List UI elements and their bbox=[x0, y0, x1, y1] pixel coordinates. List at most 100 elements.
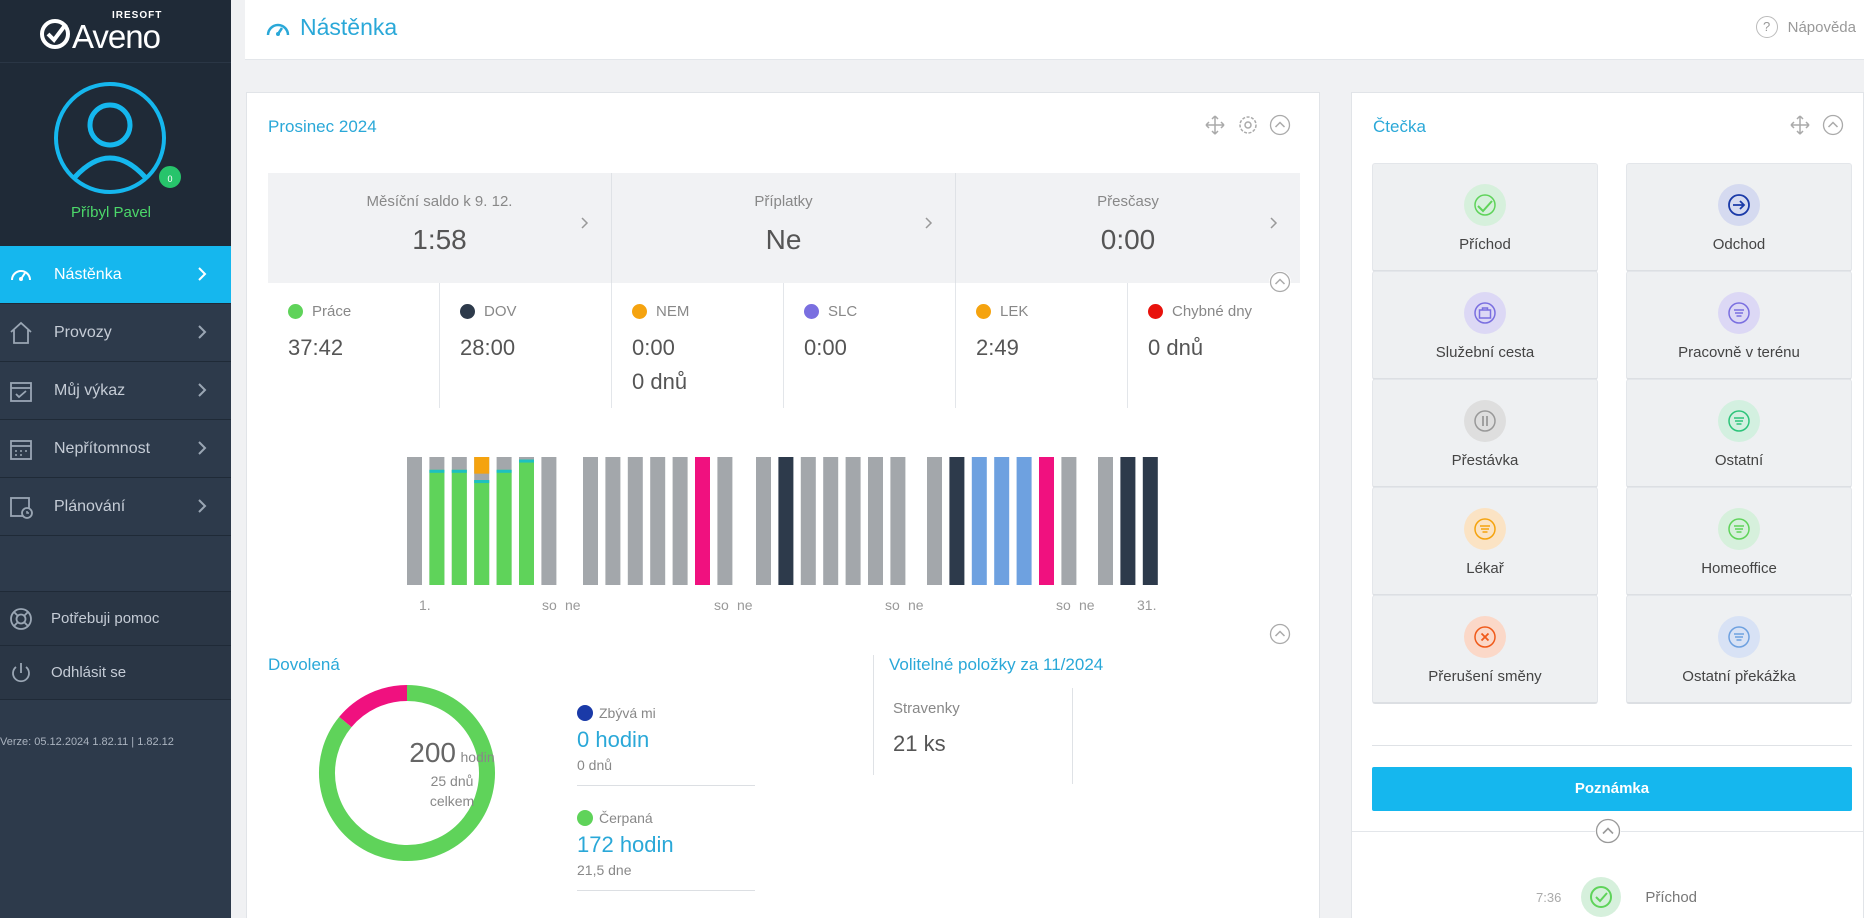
tick-label: so bbox=[542, 597, 557, 613]
chevron-right-icon bbox=[197, 498, 207, 519]
reader-button-odchod[interactable]: Odchod bbox=[1626, 163, 1852, 272]
logout-link[interactable]: Odhlásit se bbox=[0, 646, 231, 700]
month-panel: Prosinec 2024 Měsíční saldo k 9. 12. 1:5… bbox=[246, 92, 1320, 918]
x-icon bbox=[1464, 616, 1506, 658]
summary-priplatky[interactable]: Příplatky Ne bbox=[612, 173, 956, 283]
last-event-time: 7:36 bbox=[1536, 889, 1562, 905]
nav-item-muj-vykaz[interactable]: Můj výkaz bbox=[0, 362, 231, 420]
chevron-right-icon bbox=[197, 440, 207, 461]
summary-prescasy[interactable]: Přesčasy 0:00 bbox=[956, 173, 1300, 283]
category-lek: LEK 2:49 bbox=[956, 283, 1128, 408]
day-bar-worked bbox=[496, 469, 512, 585]
note-button[interactable]: Poznámka bbox=[1372, 767, 1852, 811]
day-bar-nem bbox=[474, 457, 490, 474]
day-bar bbox=[695, 457, 710, 585]
nav-item-nepritomnost[interactable]: Nepřítomnost bbox=[0, 420, 231, 478]
optional-item-label: Stravenky bbox=[893, 700, 960, 717]
reader-button-label: Ostatní bbox=[1714, 452, 1764, 469]
vacation-used: Čerpaná 172 hodin 21,5 dne bbox=[577, 810, 755, 891]
reader-button-přerušení-směny[interactable]: Přerušení směny bbox=[1372, 595, 1598, 704]
divider bbox=[1372, 745, 1852, 746]
chevron-right-icon bbox=[1269, 216, 1278, 235]
day-bar bbox=[1061, 457, 1077, 585]
last-event-label: Příchod bbox=[1645, 888, 1698, 906]
collapse-history-icon[interactable] bbox=[1595, 818, 1621, 844]
move-icon[interactable] bbox=[1204, 114, 1226, 136]
day-bar bbox=[1098, 457, 1113, 585]
tick-label: 31. bbox=[1137, 597, 1157, 613]
vacation-title: Dovolená bbox=[268, 655, 340, 674]
category-dot bbox=[632, 304, 647, 319]
tick-label: ne bbox=[1079, 597, 1095, 613]
collapse-icon[interactable] bbox=[1269, 114, 1291, 136]
notification-badge[interactable]: 0 bbox=[157, 164, 183, 190]
category-dot bbox=[976, 304, 991, 319]
reader-button-přestávka[interactable]: Přestávka bbox=[1372, 379, 1598, 488]
tick-label: ne bbox=[908, 597, 924, 613]
lines-icon bbox=[1718, 616, 1760, 658]
reader-button-služební-cesta[interactable]: Služební cesta bbox=[1372, 271, 1598, 380]
check-icon bbox=[1581, 877, 1622, 917]
collapse-icon[interactable] bbox=[1822, 114, 1844, 136]
arrow-right-icon bbox=[1718, 184, 1760, 226]
legend-days: 21,5 dne bbox=[577, 862, 632, 878]
month-title: Prosinec 2024 bbox=[268, 117, 377, 136]
reader-button-ostatní-překážka[interactable]: Ostatní překážka bbox=[1626, 595, 1852, 704]
chevron-right-icon bbox=[924, 216, 933, 235]
day-bar bbox=[672, 457, 688, 585]
help-button[interactable]: ? Nápověda bbox=[1755, 16, 1856, 38]
day-bar bbox=[994, 457, 1010, 585]
legend-label: Čerpaná bbox=[599, 810, 653, 826]
brand-small: IRESOFT bbox=[112, 10, 163, 21]
day-bar bbox=[583, 457, 598, 585]
avatar-icon[interactable] bbox=[53, 81, 167, 195]
nav-item-provozy[interactable]: Provozy bbox=[0, 304, 231, 362]
reader-button-pracovně-v-terénu[interactable]: Pracovně v terénu bbox=[1626, 271, 1852, 380]
nav-spacer bbox=[0, 536, 231, 592]
legend-value: 172 hodin bbox=[577, 832, 674, 857]
month-bar-chart bbox=[407, 457, 1158, 585]
reader-panel: Čtečka Poznámka 7:36 Příchod Příchod Odc… bbox=[1351, 92, 1864, 918]
day-bar bbox=[541, 457, 557, 585]
summary-saldo[interactable]: Měsíční saldo k 9. 12. 1:58 bbox=[268, 173, 612, 283]
collapse-summary-icon[interactable] bbox=[1269, 271, 1291, 293]
reader-button-lékař[interactable]: Lékař bbox=[1372, 487, 1598, 596]
logo[interactable]: IRESOFT Aveno bbox=[0, 0, 231, 62]
chevron-right-icon bbox=[580, 216, 589, 235]
category-value: 2:49 bbox=[976, 335, 1019, 360]
calendar-check-icon bbox=[6, 376, 36, 406]
legend-days: 0 dnů bbox=[577, 757, 613, 773]
reader-button-příchod[interactable]: Příchod bbox=[1372, 163, 1598, 272]
logo-mark-icon bbox=[40, 19, 70, 49]
summary-label: Přesčasy bbox=[1097, 193, 1159, 210]
day-bar bbox=[650, 457, 666, 585]
collapse-chart-icon[interactable] bbox=[1269, 623, 1291, 645]
day-bar bbox=[890, 457, 906, 585]
chevron-right-icon bbox=[197, 324, 207, 345]
help-link[interactable]: Potřebuji pomoc bbox=[0, 592, 231, 646]
power-icon bbox=[7, 661, 35, 685]
category-label: NEM bbox=[656, 303, 690, 320]
donut-segment bbox=[339, 685, 408, 728]
reader-button-homeoffice[interactable]: Homeoffice bbox=[1626, 487, 1852, 596]
category-dov: DOV 28:00 bbox=[440, 283, 612, 408]
lifebuoy-icon bbox=[7, 607, 35, 631]
vacation-total-days: 25 dnů bbox=[430, 773, 474, 789]
category-dot bbox=[288, 304, 303, 319]
nav-item-planovani[interactable]: Plánování bbox=[0, 478, 231, 536]
reader-button-label: Pracovně v terénu bbox=[1678, 344, 1800, 361]
move-icon[interactable] bbox=[1789, 114, 1811, 136]
reader-button-ostatní[interactable]: Ostatní bbox=[1626, 379, 1852, 488]
tick-label: 1. bbox=[419, 597, 431, 613]
day-bar bbox=[1120, 457, 1136, 585]
settings-icon[interactable] bbox=[1237, 114, 1259, 136]
divider bbox=[577, 785, 755, 786]
nav-item-nastenka[interactable]: Nástěnka bbox=[0, 246, 231, 304]
last-event: 7:36 Příchod bbox=[1536, 877, 1697, 917]
category-prace: Práce 37:42 bbox=[268, 283, 440, 408]
day-bar bbox=[1039, 457, 1054, 585]
day-bar bbox=[927, 457, 942, 585]
logout-link-label: Odhlásit se bbox=[51, 664, 127, 681]
day-bar bbox=[971, 457, 987, 585]
category-value: 28:00 bbox=[460, 335, 516, 360]
